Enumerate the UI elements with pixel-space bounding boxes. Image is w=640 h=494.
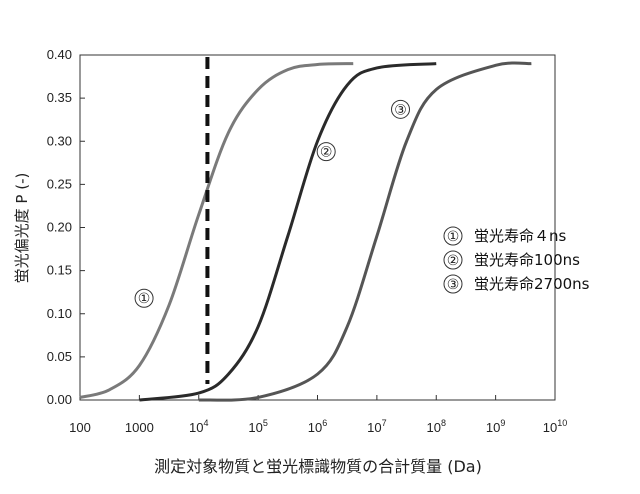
legend-item: 蛍光寿命100ns — [474, 251, 580, 269]
x-tick-label: 108 — [427, 418, 446, 435]
x-tick-label: 1010 — [543, 418, 567, 435]
x-tick-label: 104 — [189, 418, 208, 435]
legend-marker: ② — [447, 253, 460, 269]
y-tick-label: 0.25 — [47, 176, 72, 191]
y-tick-label: 0.10 — [47, 306, 72, 321]
legend-item: 蛍光寿命2700ns — [474, 275, 590, 293]
x-tick-label: 106 — [308, 418, 327, 435]
y-tick-label: 0.20 — [47, 220, 72, 235]
y-axis: 0.00 0.05 0.10 0.15 0.20 0.25 0.30 0.35 0.40 — [47, 47, 85, 407]
curve-marker-label: ② — [320, 145, 333, 161]
curve-marker-label: ① — [138, 291, 151, 307]
legend-marker: ① — [447, 229, 460, 245]
y-axis-label: 蛍光偏光度 P (-) — [13, 173, 31, 284]
legend-marker: ③ — [447, 277, 460, 293]
x-tick-label: 100 — [69, 420, 91, 435]
curve-marker-label: ③ — [394, 102, 407, 118]
y-tick-label: 0.30 — [47, 133, 72, 148]
y-tick-label: 0.40 — [47, 47, 72, 62]
x-tick-label: 109 — [486, 418, 505, 435]
y-tick-label: 0.35 — [47, 90, 72, 105]
x-axis-label: 測定対象物質と蛍光標識物質の合計質量 (Da) — [154, 457, 482, 476]
x-tick-label: 107 — [367, 418, 386, 435]
x-tick-label: 1000 — [125, 420, 154, 435]
y-tick-label: 0.00 — [47, 392, 72, 407]
y-tick-label: 0.05 — [47, 349, 72, 364]
legend-item: 蛍光寿命４ns — [474, 227, 567, 245]
y-tick-label: 0.15 — [47, 263, 72, 278]
x-tick-label: 105 — [248, 418, 267, 435]
